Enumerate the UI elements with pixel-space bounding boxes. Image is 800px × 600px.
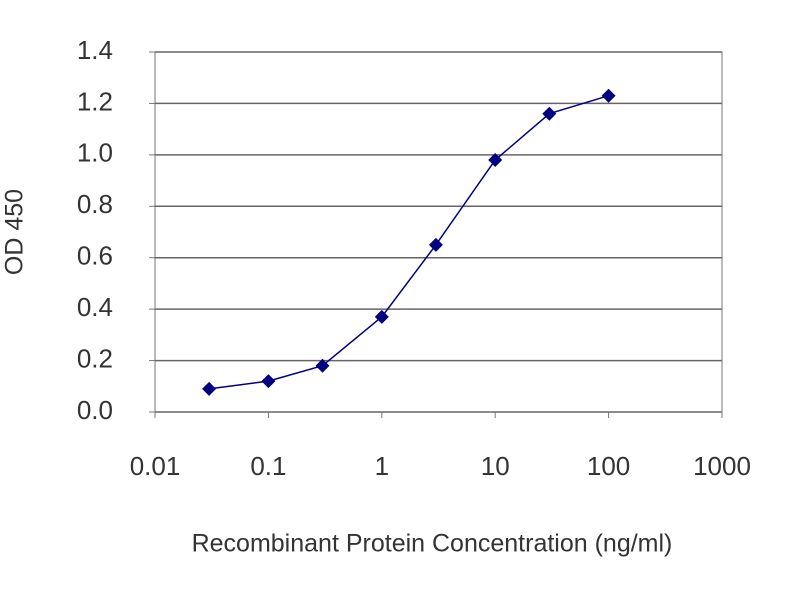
y-tick-label: 0.8 [77, 189, 113, 219]
y-axis-title: OD 450 [1, 189, 29, 275]
y-tick-label: 1.2 [77, 86, 113, 116]
marker [488, 153, 503, 167]
x-tick-label: 0.1 [250, 451, 286, 481]
line [209, 94, 609, 390]
marker [542, 106, 557, 121]
plot-area [154, 51, 723, 413]
x-tick-label: 1 [375, 451, 389, 481]
marker [202, 381, 217, 396]
y-tick-label: 1.0 [77, 138, 113, 168]
marker [261, 374, 276, 389]
marker [601, 88, 616, 103]
y-tick-label: 1.4 [77, 35, 113, 65]
x-tick-label: 1000 [693, 451, 751, 481]
x-tick-label: 100 [587, 451, 630, 481]
y-tick-label: 0.4 [77, 292, 113, 322]
y-tick-label: 0.2 [77, 343, 113, 373]
x-tick-label: 10 [481, 451, 510, 481]
marker [374, 309, 389, 324]
y-tick-label: 0.0 [77, 395, 113, 425]
marker [315, 358, 330, 373]
x-axis-title: Recombinant Protein Concentration (ng/ml… [192, 530, 673, 558]
x-tick-label: 0.01 [130, 451, 181, 481]
y-tick-label: 0.6 [77, 241, 113, 271]
marker [428, 237, 443, 252]
